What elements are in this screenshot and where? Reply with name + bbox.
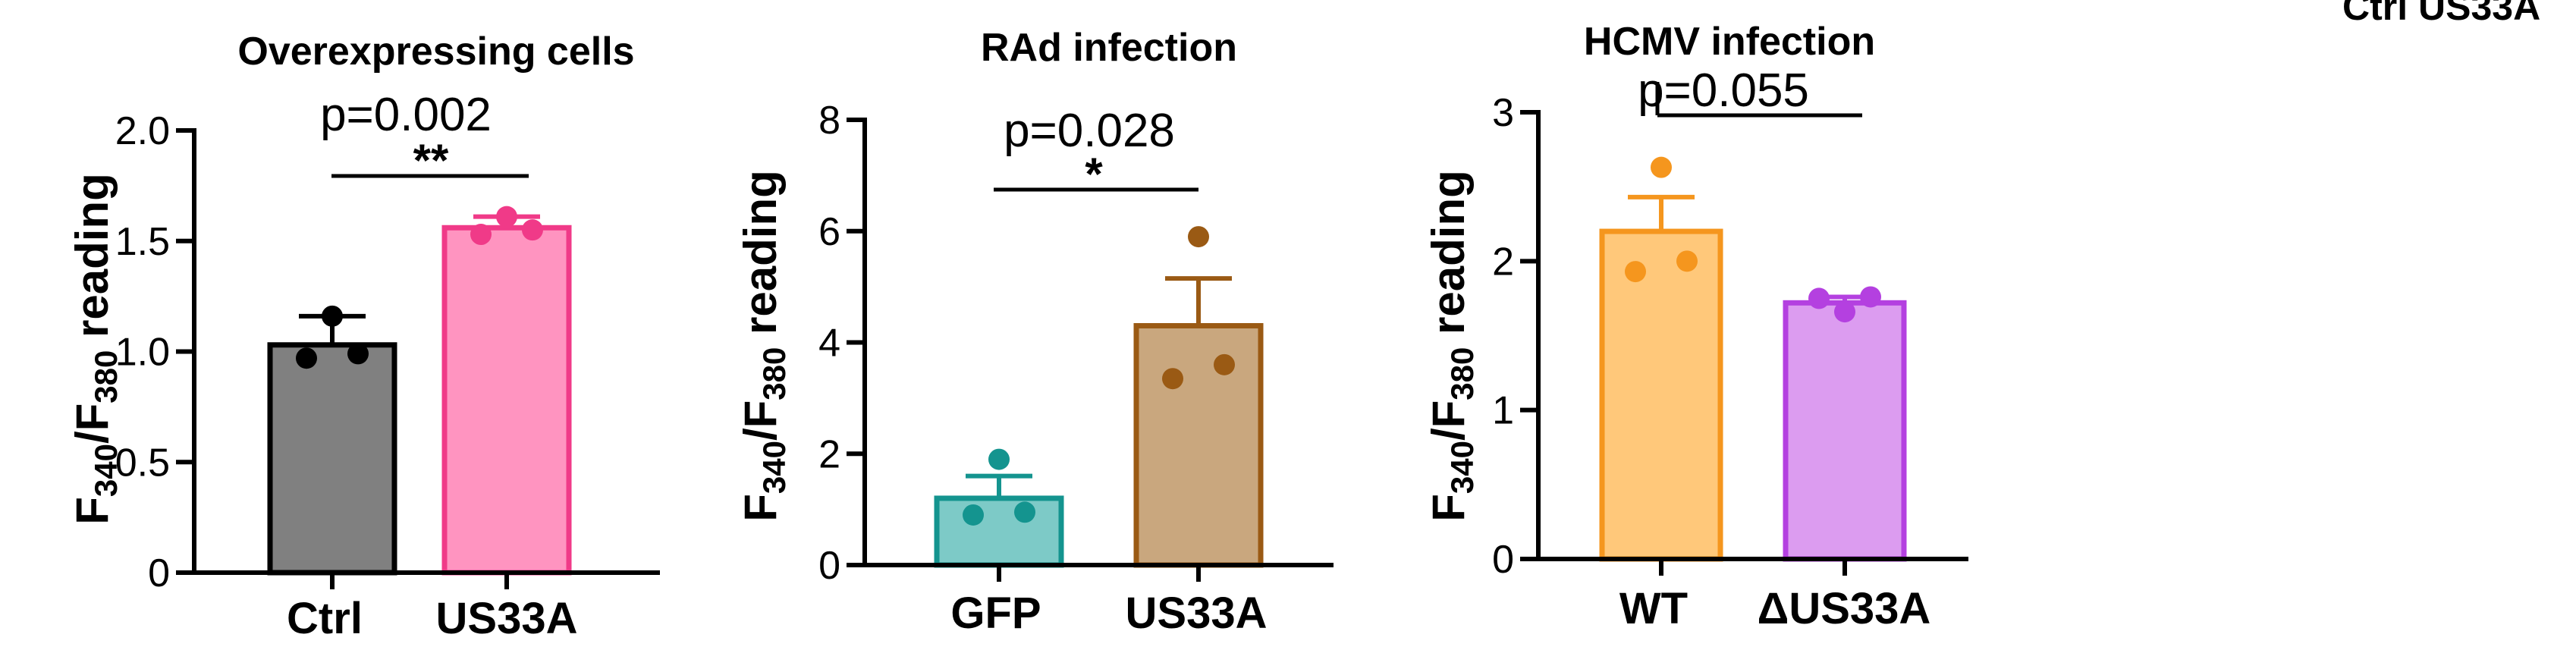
panel-hcmv-infection: HCMV infection p=0.055 WT ΔUS33A F340/F3… [1423,20,1968,633]
data-point [1188,226,1209,248]
y-tick-label: 0 [148,551,170,595]
data-point [1014,501,1035,523]
y-axis-label: F340/F380 reading [735,170,792,522]
data-point [963,504,984,526]
data-point [1625,261,1646,283]
category-label: US33A [436,594,578,643]
y-axis-label: F340/F380 reading [67,173,124,525]
data-point [1860,286,1881,308]
significance-label: * [1085,149,1103,199]
category-label: US33A [1126,589,1268,638]
data-point [988,448,1010,470]
bar [1599,228,1723,562]
category-label: ΔUS33A [1758,584,1931,633]
y-tick-label: 2 [1492,240,1514,284]
data-point [496,206,517,228]
p-value-label: p=0.055 [1638,64,1809,117]
bar [1783,300,1907,562]
y-tick-label: 0.5 [115,441,170,485]
bar [267,342,397,576]
data-point [1676,250,1698,272]
y-tick-label: 2.0 [115,109,170,153]
significance-label: ** [413,135,449,186]
y-axis-label: F340/F380 reading [1423,170,1480,522]
category-label: GFP [950,589,1041,638]
y-tick-label: 0 [818,544,840,588]
data-point [1214,353,1235,375]
y-tick-label: 8 [818,99,840,143]
category-label: Ctrl [287,594,363,643]
p-value-label: p=0.028 [1004,105,1175,157]
panel-rad-infection: RAd infection p=0.028 * GFP US33A F340/F… [735,26,1334,638]
y-tick-label: 1 [1492,389,1514,433]
data-point [322,305,343,327]
chart-title: HCMV infection [1584,20,1875,64]
bar [934,495,1064,568]
chart-title: RAd infection [981,26,1237,70]
data-point [522,219,543,241]
bar [441,225,572,576]
y-tick-label: 1.5 [115,220,170,264]
data-point [1651,156,1672,178]
data-point [1808,287,1830,309]
chart-title: Overexpressing cells [237,30,634,74]
y-tick-label: 3 [1492,91,1514,135]
cropped-category-labels: Ctrl US33A [2342,0,2541,28]
bar [1133,322,1264,568]
data-point [470,224,492,246]
data-point [347,343,369,365]
y-tick-label: 6 [818,210,840,254]
data-point [1834,301,1855,323]
y-tick-label: 0 [1492,538,1514,582]
y-tick-label: 1.0 [115,331,170,375]
data-point [296,347,317,369]
y-tick-label: 2 [818,432,840,476]
data-point [1162,368,1183,390]
category-label: WT [1619,584,1688,633]
y-tick-label: 4 [818,322,840,366]
p-value-label: p=0.002 [320,89,492,141]
panel-overexpressing-cells: Overexpressing cells p=0.002 ** Ctrl US3… [67,30,660,643]
